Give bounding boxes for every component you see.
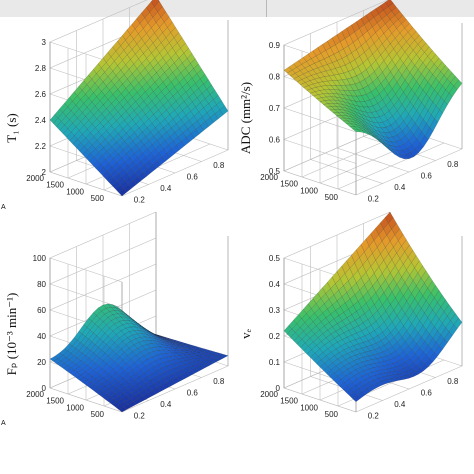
surface-panel-2: 0.9 0.8 0.7 0.6 0.5 0.2 0.4 0.6 0.8 500 1000150020… xyxy=(238,0,463,203)
z-tick-label: 0.9 xyxy=(269,41,281,50)
panel-letter: A xyxy=(1,420,6,427)
z-tick-label: 40 xyxy=(37,332,46,341)
z-tick-label: 0.1 xyxy=(269,358,281,367)
surface-patch xyxy=(453,79,463,90)
x-tick-label: 0.8 xyxy=(447,377,459,386)
x-tick-label: 0.4 xyxy=(394,183,406,192)
y-tick-label: 1000 xyxy=(300,186,318,195)
x-tick-label: 0.8 xyxy=(213,377,225,386)
z-tick-label: 0 xyxy=(276,384,281,393)
z-tick-label: 0.5 xyxy=(269,254,281,263)
z-tick-label: 2.8 xyxy=(35,64,47,73)
y-tick-label: 500 xyxy=(91,410,105,419)
surface-panel-1: 3 2.8 2.6 2.4 2.2 2 0.2 0.4 0.6 0.8 500 10001500200… xyxy=(4,0,229,204)
z-axis-title: vₑ xyxy=(238,328,253,339)
x-tick-label: 0.4 xyxy=(160,400,172,409)
z-tick-label: 0.8 xyxy=(269,73,281,82)
surface-patch xyxy=(453,317,463,330)
z-tick-label: 0.2 xyxy=(269,332,281,341)
z-tick-label: 60 xyxy=(37,306,46,315)
y-tick-label: 1500 xyxy=(280,397,298,406)
z-tick-label: 80 xyxy=(37,280,46,289)
surface-patch xyxy=(219,354,229,359)
viewer-top-band xyxy=(0,0,474,17)
z-axis-title: Fₚ (10⁻³ min⁻¹) xyxy=(4,293,19,376)
x-tick-label: 0.2 xyxy=(368,194,380,203)
x-tick-label: 0.6 xyxy=(187,388,199,397)
panel-letter: A xyxy=(1,204,6,211)
x-tick-label: 0.2 xyxy=(134,195,146,204)
x-tick-label: 0.6 xyxy=(421,388,433,397)
z-axis-title: T₁ (s) xyxy=(4,113,19,142)
y-tick-label: 500 xyxy=(91,194,105,203)
surface-mesh xyxy=(283,0,463,160)
y-tick-label: 1000 xyxy=(66,187,84,196)
z-tick-label: 3 xyxy=(42,38,47,47)
z-tick-label: 2.2 xyxy=(35,142,47,151)
x-tick-label: 0.2 xyxy=(368,411,380,420)
z-tick-label: 2 xyxy=(42,168,47,177)
viewer-top-band-divider xyxy=(266,0,267,17)
z-tick-label: 0.4 xyxy=(269,280,281,289)
y-tick-label: 1000 xyxy=(300,403,318,412)
surface-mesh xyxy=(49,0,229,197)
z-axis-title: ADC (mm²/s) xyxy=(238,82,253,154)
y-tick-label: 2000 xyxy=(26,390,44,399)
x-tick-label: 0.2 xyxy=(134,411,146,420)
y-tick-label: 1500 xyxy=(46,181,64,190)
z-tick-label: 0.5 xyxy=(269,167,281,176)
z-tick-label: 2.6 xyxy=(35,90,47,99)
z-tick-label: 0.6 xyxy=(269,136,281,145)
surface-mesh xyxy=(49,303,229,413)
y-tick-label: 1000 xyxy=(66,403,84,412)
x-tick-label: 0.6 xyxy=(187,172,199,181)
x-tick-label: 0.4 xyxy=(394,400,406,409)
z-tick-label: 0.7 xyxy=(269,104,281,113)
x-tick-label: 0.8 xyxy=(447,160,459,169)
y-tick-label: 1500 xyxy=(280,180,298,189)
y-tick-label: 500 xyxy=(325,193,339,202)
z-tick-label: 0.3 xyxy=(269,306,281,315)
y-tick-label: 2000 xyxy=(260,173,278,182)
y-tick-label: 2000 xyxy=(260,390,278,399)
z-tick-label: 20 xyxy=(37,358,46,367)
x-tick-label: 0.8 xyxy=(213,161,225,170)
z-tick-label: 0 xyxy=(42,384,47,393)
x-tick-label: 0.6 xyxy=(421,171,433,180)
surface-mesh xyxy=(283,211,463,402)
z-tick-label: 100 xyxy=(33,254,47,263)
z-tick-label: 2.4 xyxy=(35,116,47,125)
x-tick-label: 0.4 xyxy=(160,184,172,193)
surface-patch xyxy=(219,105,229,116)
surface-panel-4: 0.5 0.4 0.3 0.2 0.1 0 0.2 0.4 0.6 0.8 500 100015002… xyxy=(238,211,463,420)
y-tick-label: 2000 xyxy=(26,174,44,183)
y-tick-label: 500 xyxy=(325,410,339,419)
y-tick-label: 1500 xyxy=(46,397,64,406)
